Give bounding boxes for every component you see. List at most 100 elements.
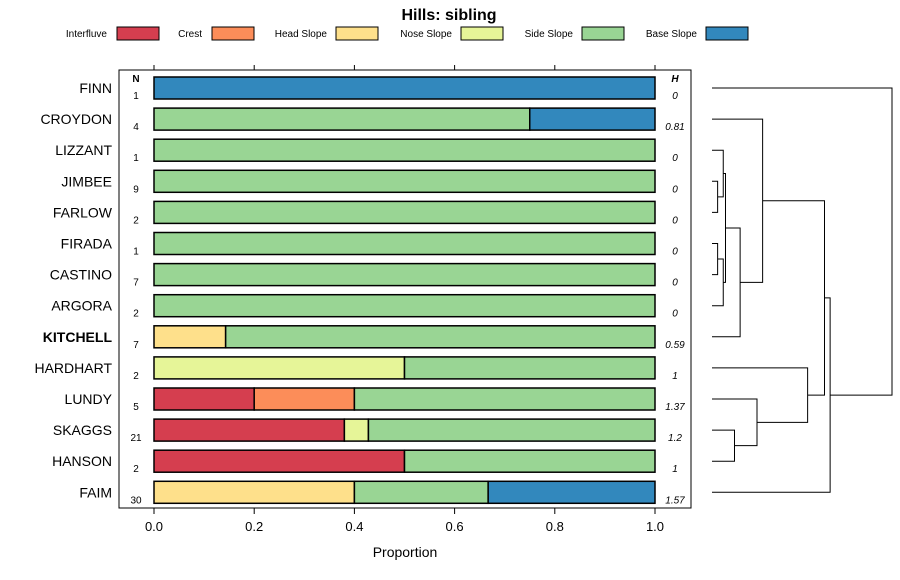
dendrogram xyxy=(712,87,893,493)
bar-segment xyxy=(153,200,656,225)
legend-label: Nose Slope xyxy=(400,29,452,40)
x-tick-label: 0.2 xyxy=(245,519,263,534)
bar-segment xyxy=(153,387,255,411)
n-value: 4 xyxy=(133,122,139,133)
chart-title: Hills: sibling xyxy=(401,7,496,24)
dendrogram-branch xyxy=(762,200,825,396)
h-value: 1 xyxy=(672,371,678,382)
h-value: 0.59 xyxy=(665,340,685,351)
x-axis: 0.0 0.2 0.4 0.6 0.8 1.0 xyxy=(145,508,664,534)
dendrogram-branch xyxy=(712,429,735,462)
h-value: 1.37 xyxy=(665,402,685,413)
row-label: FAIM xyxy=(79,484,112,500)
row-label: KITCHELL xyxy=(43,329,113,345)
h-value: 1.57 xyxy=(665,495,685,506)
dendrogram-branch xyxy=(712,227,741,338)
x-axis-title: Proportion xyxy=(373,544,438,560)
bars xyxy=(153,76,656,505)
row-label: SKAGGS xyxy=(53,422,112,438)
row-label: JIMBEE xyxy=(61,173,112,189)
h-value: 0 xyxy=(672,247,678,258)
x-tick-label: 0.0 xyxy=(145,519,163,534)
n-value: 7 xyxy=(133,278,139,289)
legend-swatch xyxy=(335,26,379,41)
h-value: 1 xyxy=(672,464,678,475)
legend-label: Side Slope xyxy=(525,29,574,40)
row-label: CASTINO xyxy=(50,267,112,283)
bar-segment xyxy=(153,480,356,505)
x-tick-label: 1.0 xyxy=(646,519,664,534)
row-label: HANSON xyxy=(52,453,112,469)
n-value: 2 xyxy=(133,464,139,475)
legend-label: Interfluve xyxy=(66,29,108,40)
dendrogram-branch xyxy=(712,367,809,423)
bar-segment xyxy=(487,480,656,505)
bar-segment xyxy=(153,76,656,100)
bar-segment xyxy=(367,418,656,442)
x-tick-label: 0.6 xyxy=(446,519,464,534)
row-label: HARDHART xyxy=(34,360,112,376)
bar-segment xyxy=(153,262,656,287)
legend-swatch xyxy=(116,26,160,41)
n-column-header: N xyxy=(132,74,139,85)
row-label: CROYDON xyxy=(40,111,112,127)
row-labels: N H FINN 1 0 CROYDON 4 0.81 LIZZANT 1 0 JIMBEE 9 0 FAR… xyxy=(34,74,685,506)
n-value: 9 xyxy=(133,184,139,195)
legend-label: Head Slope xyxy=(275,29,328,40)
row-label: LIZZANT xyxy=(55,142,112,158)
h-column-header: H xyxy=(671,74,679,85)
n-value: 1 xyxy=(133,91,139,102)
h-value: 0 xyxy=(672,215,678,226)
bar-segment xyxy=(153,293,656,318)
n-value: 30 xyxy=(130,495,142,506)
bar-segment xyxy=(403,356,656,380)
x-tick-label: 0.4 xyxy=(345,519,363,534)
bar-segment xyxy=(153,356,406,380)
bar-segment xyxy=(343,418,370,442)
n-value: 7 xyxy=(133,340,139,351)
dendrogram-branch xyxy=(712,118,764,283)
bar-segment xyxy=(153,107,531,131)
row-label: ARGORA xyxy=(51,298,112,314)
bar-segment xyxy=(153,449,406,473)
legend: Interfluve Crest Head Slope Nose Slope Side … xyxy=(66,26,749,41)
legend-swatch xyxy=(705,26,749,41)
bar-segment xyxy=(253,387,356,411)
dendrogram-branch xyxy=(712,87,893,396)
bar-segment xyxy=(153,325,227,349)
row-label: FINN xyxy=(79,80,112,96)
legend-swatch xyxy=(581,26,625,41)
n-value: 1 xyxy=(133,247,139,258)
row-label: LUNDY xyxy=(65,391,113,407)
h-value: 0.81 xyxy=(665,122,684,133)
h-value: 0 xyxy=(672,91,678,102)
bar-segment xyxy=(153,231,656,256)
n-value: 2 xyxy=(133,309,139,320)
h-value: 0 xyxy=(672,153,678,164)
bar-segment xyxy=(353,387,656,411)
x-tick-label: 0.8 xyxy=(546,519,564,534)
n-value: 2 xyxy=(133,215,139,226)
h-value: 0 xyxy=(672,278,678,289)
legend-label: Base Slope xyxy=(646,29,698,40)
legend-label: Crest xyxy=(178,29,202,40)
bar-segment xyxy=(224,325,656,349)
row-label: FARLOW xyxy=(53,204,113,220)
n-value: 21 xyxy=(130,433,142,444)
row-label: FIRADA xyxy=(61,236,113,252)
dendrogram-branch xyxy=(712,243,719,276)
plot-border xyxy=(118,69,692,509)
n-value: 2 xyxy=(133,371,139,382)
legend-swatch xyxy=(211,26,255,41)
h-value: 0 xyxy=(672,184,678,195)
n-value: 5 xyxy=(133,402,139,413)
bar-segment xyxy=(403,449,656,473)
h-value: 0 xyxy=(672,309,678,320)
dendrogram-branch xyxy=(712,180,719,213)
bar-segment xyxy=(353,480,489,505)
bar-segment xyxy=(529,107,656,131)
bar-segment xyxy=(153,418,346,442)
n-value: 1 xyxy=(133,153,139,164)
bar-segment xyxy=(153,169,656,194)
